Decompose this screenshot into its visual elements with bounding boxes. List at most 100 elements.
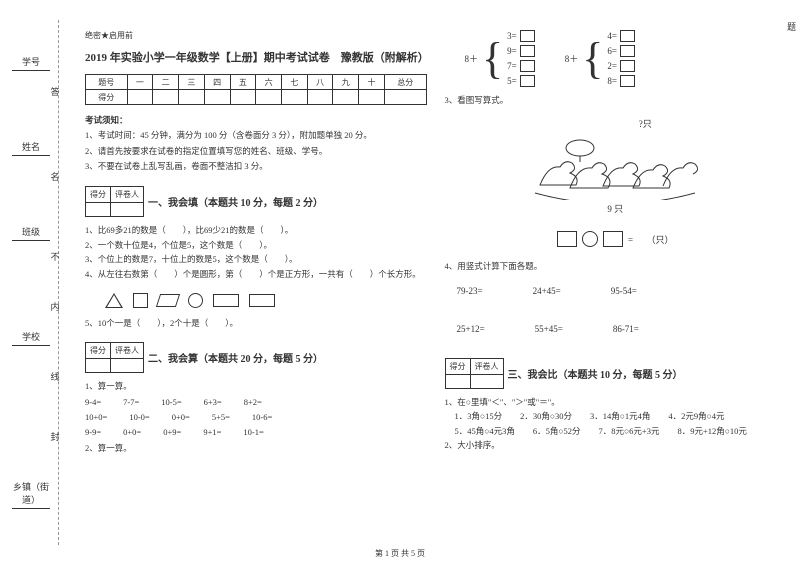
expr: 79-23= <box>457 286 483 296</box>
rectangle-icon <box>249 294 275 307</box>
expr: 0+9= <box>163 425 181 440</box>
arithmetic-block: 1、算一算。 9-4= 7-7= 10-5= 6+3= 8+2= 10+0= 1… <box>85 379 427 455</box>
section-3-head: 得分 评卷人 三、我会比（本题共 10 分，每题 5 分） <box>445 358 787 389</box>
operator-circle <box>582 231 598 247</box>
expr: 24+45= <box>533 286 561 296</box>
expr: 25+12= <box>457 324 485 334</box>
compare-item: 3．14角○1元4角 <box>590 409 650 423</box>
left-column: 绝密★启用前 2019 年实验小学一年级数学【上册】期中考试试卷 豫教版（附解析… <box>85 30 427 547</box>
brace-groups: 8＋ { 3= 9= 7= 5= 8＋ { 4= 6= 2= 8= <box>465 30 787 87</box>
answer-box <box>620 75 635 87</box>
circle-icon <box>188 293 203 308</box>
grade-label: 得分 <box>86 343 111 359</box>
binding-margin: 学号 姓名 班级 学校 乡镇（街道） 答 名 不 内 线 封 <box>0 0 78 565</box>
page-content: 绝密★启用前 2019 年实验小学一年级数学【上册】期中考试试卷 豫教版（附解析… <box>85 30 786 547</box>
header-cell: 八 <box>307 75 333 90</box>
grader-label: 评卷人 <box>111 187 144 203</box>
answer-box <box>620 30 635 42</box>
expr: 5+5= <box>212 410 230 425</box>
expr: 9-9= <box>85 425 101 440</box>
margin-label-xingming: 姓名 <box>12 140 50 156</box>
answer-box <box>620 60 635 72</box>
margin-label-xuehao: 学号 <box>12 55 50 71</box>
table-row: 题号 一 二 三 四 五 六 七 八 九 十 总分 <box>86 75 427 90</box>
compare-item: 6．5角○52分 <box>533 424 581 438</box>
section-1-questions: 1、比69多21的数是（ ），比69少21的数是（ ）。 2、一个数十位是4，个… <box>85 223 427 281</box>
answer-box <box>520 30 535 42</box>
compare-item: 7．8元○6元+3元 <box>599 424 660 438</box>
binding-dashed-line <box>58 20 59 545</box>
header-cell: 一 <box>127 75 153 90</box>
compare-item: 4．2元9角○4元 <box>668 409 724 423</box>
header-cell: 四 <box>204 75 230 90</box>
page-footer: 第 1 页 共 5 页 <box>0 548 800 559</box>
rule-item: 3、不要在试卷上乱写乱画，卷面不整洁扣 3 分。 <box>85 159 427 174</box>
question: 3、看图写算式。 <box>445 93 787 107</box>
animals-illustration <box>525 130 705 200</box>
compare-item: 5．45角○4元3角 <box>455 424 515 438</box>
header-cell: 五 <box>230 75 256 90</box>
brace-item: 6= <box>607 46 617 56</box>
rules-heading: 考试须知： <box>85 113 427 128</box>
brace-item: 7= <box>507 61 517 71</box>
label-text: 学号 <box>12 55 50 68</box>
arith-row: 9-9= 0+0= 0+9= 9+1= 10-1= <box>85 425 427 440</box>
expr: 7-7= <box>123 395 139 410</box>
brace-item: 9= <box>507 46 517 56</box>
question: 4、用竖式计算下面各题。 <box>445 259 787 273</box>
header-cell: 十 <box>359 75 385 90</box>
right-column: 8＋ { 3= 9= 7= 5= 8＋ { 4= 6= 2= 8= <box>445 30 787 547</box>
brace-item: 3= <box>507 31 517 41</box>
header-cell: 九 <box>333 75 359 90</box>
expr: 10-0= <box>129 410 149 425</box>
header-cell: 总分 <box>384 75 426 90</box>
expr: 0+0= <box>172 410 190 425</box>
binding-char: 封 <box>50 430 59 443</box>
answer-box <box>520 60 535 72</box>
margin-label-banji: 班级 <box>12 225 50 241</box>
arith-row: 10+0= 10-0= 0+0= 5+5= 10-6= <box>85 410 427 425</box>
label-text: 学校 <box>12 330 50 343</box>
row-label: 得分 <box>86 90 128 105</box>
answer-box <box>620 45 635 57</box>
question: 4、从左往右数第（ ）个是圆形，第（ ）个是正方形，一共有（ ）个长方形。 <box>85 267 427 281</box>
expr: 6+3= <box>204 395 222 410</box>
expr: 10-1= <box>243 425 263 440</box>
arith-row: 9-4= 7-7= 10-5= 6+3= 8+2= <box>85 395 427 410</box>
question: 1、比69多21的数是（ ），比69少21的数是（ ）。 <box>85 223 427 237</box>
expr: 10+0= <box>85 410 107 425</box>
grade-label: 得分 <box>445 358 470 374</box>
square-icon <box>133 293 148 308</box>
compare-item: 8．9元+12角○10元 <box>677 424 746 438</box>
expr: 10-5= <box>161 395 181 410</box>
section-title: 三、我会比（本题共 10 分，每题 5 分） <box>508 366 683 381</box>
shapes-row <box>105 293 427 308</box>
expr: 0+0= <box>123 425 141 440</box>
header-cell: 二 <box>153 75 179 90</box>
expr: 86-71= <box>613 324 639 334</box>
grader-label: 评卷人 <box>111 343 144 359</box>
brace-item: 4= <box>607 31 617 41</box>
grade-box: 得分 评卷人 <box>85 342 144 373</box>
expr: 8+2= <box>244 395 262 410</box>
binding-char: 名 <box>50 170 59 183</box>
label-text: 乡镇（街道） <box>12 480 50 506</box>
brace-group-right: 8＋ { 4= 6= 2= 8= <box>565 30 635 87</box>
rectangle-icon <box>213 294 239 307</box>
section-1-head: 得分 评卷人 一、我会填（本题共 10 分，每题 2 分） <box>85 186 427 217</box>
binding-char: 答 <box>50 85 59 98</box>
binding-char: 不 <box>50 250 59 263</box>
grade-label: 得分 <box>86 187 111 203</box>
question: 3、个位上的数是7，十位上的数是5，这个数是（ ）。 <box>85 252 427 266</box>
answer-box <box>520 45 535 57</box>
table-row: 得分 <box>86 90 427 105</box>
compare-item: 1．3角○15分 <box>455 409 503 423</box>
question: 5、10个一是（ ），2个十是（ ）。 <box>85 316 427 330</box>
expr: 9+1= <box>203 425 221 440</box>
expr: 9-4= <box>85 395 101 410</box>
score-table: 题号 一 二 三 四 五 六 七 八 九 十 总分 得分 <box>85 74 427 105</box>
brace-group-left: 8＋ { 3= 9= 7= 5= <box>465 30 535 87</box>
binding-char: 内 <box>50 300 59 313</box>
picture-problem: ?只 9 只 <box>445 117 787 215</box>
secret-marker: 绝密★启用前 <box>85 30 427 41</box>
